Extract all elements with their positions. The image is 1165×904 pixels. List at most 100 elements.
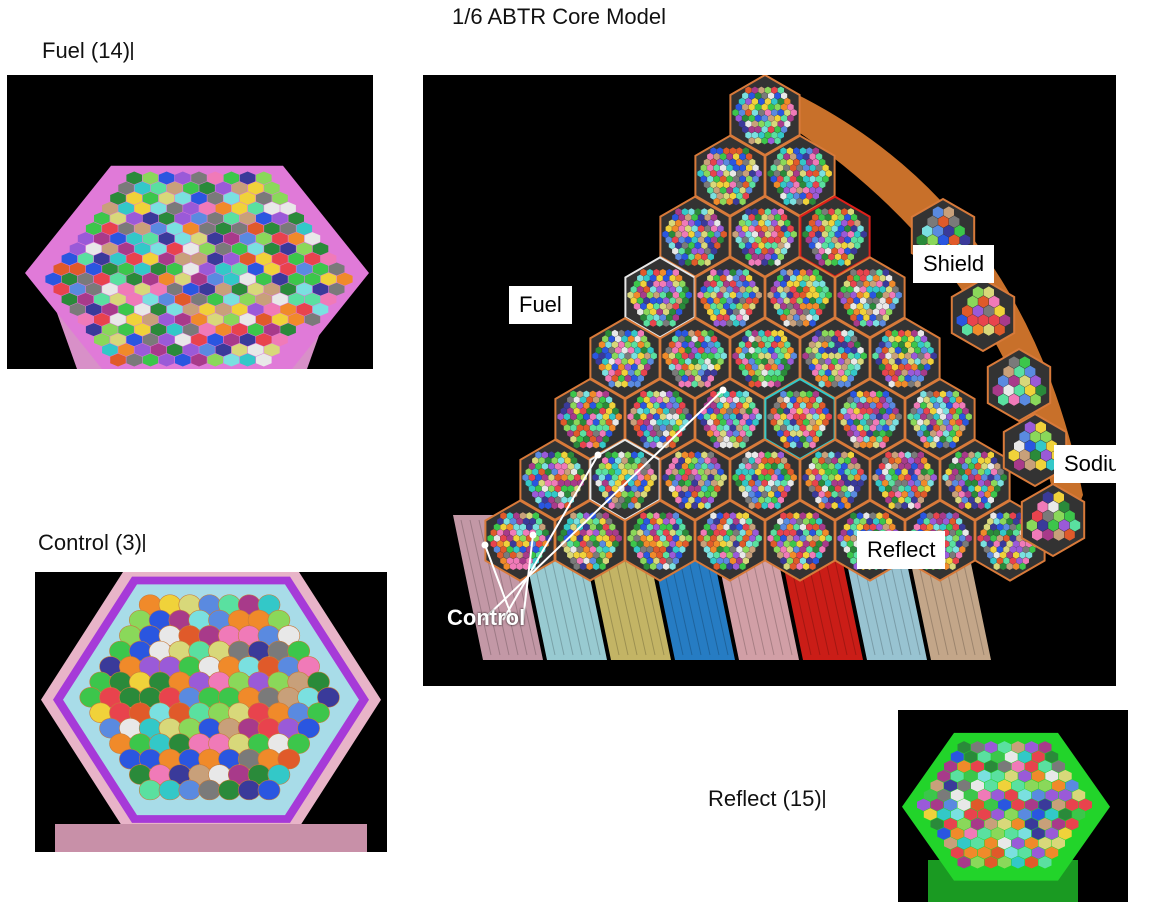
pin	[653, 390, 660, 398]
pin	[637, 517, 644, 525]
pin	[844, 258, 851, 266]
pin	[726, 175, 733, 183]
pin	[856, 302, 863, 310]
pin	[742, 125, 749, 134]
pin	[971, 779, 984, 792]
pin	[576, 401, 583, 410]
pin	[888, 502, 895, 510]
pin	[239, 313, 256, 326]
pin	[643, 285, 650, 294]
pin	[85, 262, 102, 276]
pin	[606, 429, 613, 438]
pin	[698, 457, 705, 465]
pin	[770, 540, 777, 548]
pin	[1025, 837, 1038, 850]
pin	[764, 374, 771, 382]
pin	[659, 291, 666, 299]
pin	[716, 269, 723, 277]
pin	[885, 352, 892, 360]
pin	[583, 523, 590, 531]
pin	[777, 230, 784, 238]
pin	[663, 429, 670, 438]
pin	[1000, 517, 1007, 525]
pin	[847, 219, 854, 227]
pin	[777, 131, 784, 139]
pin	[745, 329, 752, 337]
pin	[710, 280, 717, 288]
pin	[943, 225, 954, 238]
pin	[991, 457, 998, 465]
pin	[602, 479, 609, 487]
pin	[948, 462, 956, 470]
pin	[933, 435, 940, 443]
pin	[637, 341, 644, 349]
pin	[183, 201, 199, 215]
pin	[886, 407, 893, 415]
pin	[726, 396, 733, 404]
pin	[615, 335, 622, 343]
pin	[272, 232, 288, 246]
pin	[805, 357, 812, 366]
pin	[781, 236, 788, 244]
pin	[640, 291, 647, 299]
pin	[707, 485, 714, 493]
pin	[818, 236, 825, 244]
pin	[773, 302, 781, 310]
pin	[761, 92, 768, 100]
pin	[847, 429, 854, 438]
pin	[784, 341, 791, 349]
pin	[698, 213, 705, 221]
pin	[812, 490, 819, 498]
pin	[742, 302, 749, 310]
pin	[837, 291, 844, 299]
pin	[790, 297, 797, 305]
pin	[904, 473, 911, 482]
pin	[768, 346, 775, 354]
pin	[1018, 789, 1032, 802]
pin	[790, 308, 797, 316]
pin	[288, 272, 304, 286]
pin	[1004, 846, 1018, 859]
pin	[656, 551, 663, 559]
pin	[984, 468, 991, 476]
pin	[917, 352, 924, 360]
pin	[631, 496, 638, 504]
pin	[1030, 375, 1041, 388]
pin	[927, 479, 934, 487]
pin	[761, 369, 768, 377]
pin	[738, 363, 746, 371]
pin	[681, 208, 688, 216]
control-caption: Control (3)	[38, 530, 145, 556]
pin	[748, 247, 755, 255]
pin	[605, 363, 612, 371]
pin	[1038, 837, 1052, 850]
pin	[150, 262, 167, 276]
pin	[812, 346, 819, 354]
pin	[773, 424, 781, 432]
pin	[682, 297, 689, 305]
pin	[711, 357, 718, 366]
pin	[886, 274, 893, 282]
pin	[694, 352, 701, 360]
pin	[761, 258, 768, 266]
pin	[777, 363, 784, 371]
pin	[758, 131, 765, 139]
pin	[780, 147, 787, 155]
pin	[738, 219, 746, 227]
pin	[659, 314, 666, 322]
pin	[816, 396, 823, 404]
pin	[875, 479, 882, 487]
pin	[516, 551, 523, 559]
pin	[959, 401, 966, 410]
pin	[749, 424, 756, 432]
pin	[783, 308, 790, 316]
column-line	[460, 519, 492, 656]
pin	[679, 302, 686, 310]
pin	[717, 468, 724, 476]
pin	[606, 517, 613, 525]
pin	[126, 232, 142, 246]
pin	[609, 413, 616, 421]
pin	[682, 540, 689, 548]
pin	[1013, 551, 1020, 559]
pin	[790, 407, 797, 415]
